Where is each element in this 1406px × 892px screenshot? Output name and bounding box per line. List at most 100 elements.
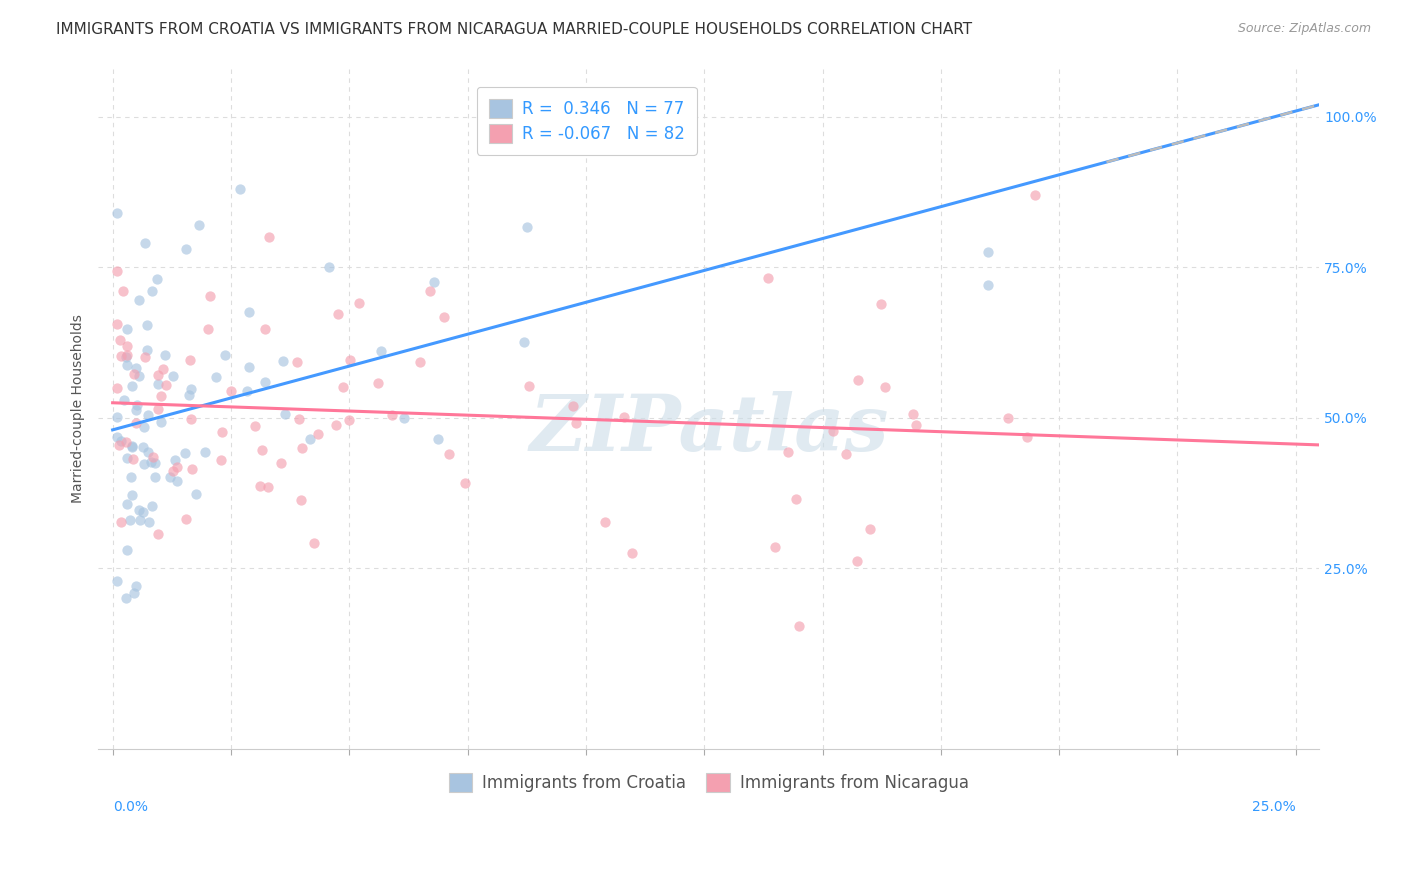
Point — [155, 378, 177, 392]
Point — [122, 368, 145, 382]
Point — [146, 402, 169, 417]
Point — [146, 376, 169, 391]
Point — [243, 418, 266, 433]
Point — [787, 618, 810, 632]
Point — [426, 433, 449, 447]
Point — [110, 349, 132, 363]
Point — [562, 399, 585, 413]
Point — [219, 384, 242, 398]
Point — [238, 359, 260, 374]
Point — [454, 475, 477, 490]
Point — [517, 378, 540, 392]
Point — [122, 451, 145, 466]
Point — [162, 464, 184, 478]
Point — [120, 470, 142, 484]
Point — [200, 289, 222, 303]
Point — [253, 375, 276, 389]
Point — [105, 264, 128, 278]
Point — [298, 432, 321, 446]
Point — [437, 447, 460, 461]
Point — [128, 503, 150, 517]
Point — [142, 450, 165, 464]
Point — [254, 322, 277, 336]
Point — [114, 350, 136, 364]
Point — [1015, 429, 1038, 443]
Point — [105, 206, 128, 220]
Point — [134, 236, 156, 251]
Point — [256, 480, 278, 494]
Point — [105, 430, 128, 444]
Point — [110, 434, 132, 449]
Point — [110, 333, 132, 347]
Point — [121, 439, 143, 453]
Point — [370, 343, 392, 358]
Point — [214, 348, 236, 362]
Point — [132, 440, 155, 454]
Point — [174, 242, 197, 256]
Point — [166, 474, 188, 488]
Point — [145, 272, 167, 286]
Point — [977, 244, 1000, 259]
Point — [875, 380, 897, 394]
Point — [901, 407, 924, 421]
Text: IMMIGRANTS FROM CROATIA VS IMMIGRANTS FROM NICARAGUA MARRIED-COUPLE HOUSEHOLDS C: IMMIGRANTS FROM CROATIA VS IMMIGRANTS FR… — [56, 22, 973, 37]
Point — [134, 350, 156, 364]
Point — [285, 355, 308, 369]
Point — [433, 310, 456, 324]
Legend: Immigrants from Croatia, Immigrants from Nicaragua: Immigrants from Croatia, Immigrants from… — [439, 763, 979, 802]
Point — [187, 218, 209, 232]
Point — [165, 453, 187, 467]
Text: 0.0%: 0.0% — [112, 800, 148, 814]
Point — [238, 305, 260, 319]
Point — [125, 579, 148, 593]
Point — [274, 407, 297, 421]
Point — [236, 384, 259, 398]
Point — [337, 413, 360, 427]
Point — [229, 182, 252, 196]
Point — [115, 498, 138, 512]
Point — [287, 412, 309, 426]
Point — [257, 230, 280, 244]
Point — [821, 424, 844, 438]
Point — [367, 376, 389, 391]
Point — [125, 360, 148, 375]
Point — [422, 275, 444, 289]
Point — [152, 361, 174, 376]
Point — [128, 293, 150, 307]
Point — [270, 456, 292, 470]
Point — [332, 380, 354, 394]
Point — [149, 415, 172, 429]
Point — [105, 381, 128, 395]
Point — [1024, 188, 1046, 202]
Point — [105, 318, 128, 332]
Point — [409, 354, 432, 368]
Point — [419, 284, 441, 298]
Text: ZIPatlas: ZIPatlas — [529, 391, 889, 467]
Point — [179, 352, 201, 367]
Point — [143, 456, 166, 470]
Point — [134, 457, 156, 471]
Point — [763, 541, 786, 555]
Point — [138, 515, 160, 529]
Point — [180, 382, 202, 396]
Point — [381, 409, 404, 423]
Point — [326, 307, 349, 321]
Point — [905, 417, 928, 432]
Point — [111, 285, 134, 299]
Point — [174, 511, 197, 525]
Point — [132, 505, 155, 519]
Point — [845, 553, 868, 567]
Point — [139, 455, 162, 469]
Point — [125, 403, 148, 417]
Point — [122, 586, 145, 600]
Point — [347, 296, 370, 310]
Point — [135, 343, 157, 358]
Point — [180, 462, 202, 476]
Point — [249, 479, 271, 493]
Point — [120, 513, 142, 527]
Point — [318, 260, 340, 275]
Point — [115, 542, 138, 557]
Y-axis label: Married-couple Households: Married-couple Households — [72, 314, 86, 503]
Point — [209, 453, 232, 467]
Point — [621, 546, 644, 560]
